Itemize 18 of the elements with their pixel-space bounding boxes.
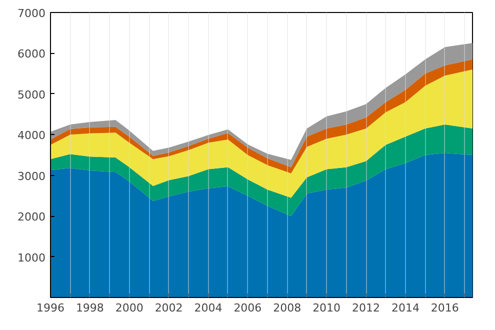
y-tick-label: 5000	[18, 88, 46, 102]
y-tick-label: 4000	[18, 129, 46, 142]
y-tick-label: 7000	[18, 7, 46, 20]
x-tick-label: 1996	[36, 302, 65, 314]
x-tick-label: 2014	[391, 302, 420, 314]
x-tick-label: 2000	[115, 302, 144, 314]
x-tick-label: 2008	[273, 302, 302, 314]
y-tick-label: 1000	[18, 251, 46, 264]
x-tick-label: 2012	[352, 302, 380, 314]
y-tick-label: 6000	[18, 48, 46, 61]
x-tick-label: 2004	[194, 302, 222, 314]
x-tick-label: 1998	[76, 302, 104, 314]
x-tick-label: 2016	[430, 302, 459, 314]
y-tick-label: 2000	[18, 210, 46, 224]
y-tick-label: 3000	[18, 170, 46, 183]
x-tick-label: 2002	[154, 302, 183, 314]
x-tick-label: 2006	[234, 302, 262, 314]
x-tick-label: 2010	[312, 302, 341, 314]
